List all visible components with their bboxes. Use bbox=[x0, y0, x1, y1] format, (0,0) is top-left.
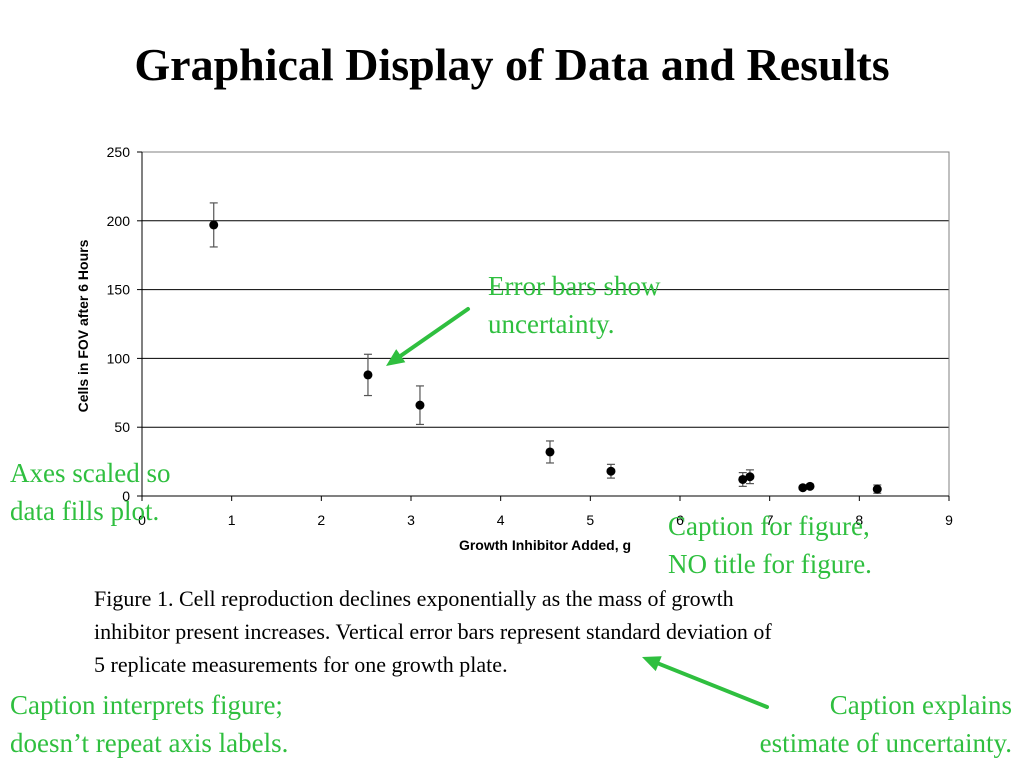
x-tick-label: 0 bbox=[138, 512, 146, 528]
x-tick-label: 7 bbox=[766, 512, 774, 528]
x-tick-label: 6 bbox=[676, 512, 684, 528]
data-point bbox=[738, 474, 748, 484]
data-point bbox=[798, 483, 808, 493]
annotation-line: Caption interprets figure; bbox=[10, 690, 283, 720]
y-tick-label: 100 bbox=[107, 350, 131, 366]
annotation-line: estimate of uncertainty. bbox=[759, 728, 1012, 758]
caption-line: Figure 1. Cell reproduction declines exp… bbox=[94, 586, 734, 611]
x-axis-label: Growth Inhibitor Added, g bbox=[459, 537, 631, 553]
y-tick-label: 0 bbox=[122, 488, 130, 504]
y-tick-label: 250 bbox=[107, 144, 131, 160]
annotation-axes-scaled: Axes scaled so data fills plot. bbox=[10, 454, 170, 530]
y-tick-label: 200 bbox=[107, 213, 131, 229]
caption-line: inhibitor present increases. Vertical er… bbox=[94, 619, 772, 644]
annotation-line: Caption for figure, bbox=[668, 511, 870, 541]
caption-line: 5 replicate measurements for one growth … bbox=[94, 652, 508, 677]
annotation-caption-interprets: Caption interprets figure; doesn’t repea… bbox=[10, 686, 288, 762]
x-tick-label: 2 bbox=[317, 512, 325, 528]
data-point bbox=[606, 466, 616, 476]
annotation-error-bars: Error bars show uncertainty. bbox=[488, 267, 660, 343]
data-point bbox=[415, 400, 425, 410]
data-point bbox=[872, 484, 882, 494]
arrow-to-caption bbox=[642, 656, 769, 709]
arrow-head bbox=[386, 349, 406, 366]
annotation-line: uncertainty. bbox=[488, 309, 615, 339]
annotation-line: doesn’t repeat axis labels. bbox=[10, 728, 289, 758]
annotation-caption-explains: Caption explains estimate of uncertainty… bbox=[760, 686, 1012, 762]
x-tick-label: 5 bbox=[586, 512, 594, 528]
arrow-head bbox=[642, 656, 662, 672]
x-tick-label: 1 bbox=[228, 512, 236, 528]
y-tick-label: 150 bbox=[107, 282, 131, 298]
y-tick-label: 50 bbox=[114, 419, 130, 435]
x-tick-label: 9 bbox=[945, 512, 953, 528]
data-point bbox=[209, 220, 219, 230]
data-point bbox=[745, 472, 755, 482]
slide-title: Graphical Display of Data and Results bbox=[134, 39, 890, 90]
annotation-line: Error bars show bbox=[488, 271, 661, 301]
x-tick-label: 8 bbox=[855, 512, 863, 528]
x-tick-label: 3 bbox=[407, 512, 415, 528]
y-axis-label: Cells in FOV after 6 Hours bbox=[75, 239, 91, 412]
arrow-to-error-bar bbox=[386, 307, 470, 366]
arrow-shaft bbox=[398, 307, 470, 358]
annotation-line: NO title for figure. bbox=[668, 549, 872, 579]
arrow-shaft bbox=[656, 661, 769, 709]
annotation-caption-for-figure: Caption for figure, NO title for figure. bbox=[668, 507, 872, 583]
figure-caption: Figure 1. Cell reproduction declines exp… bbox=[94, 582, 994, 681]
data-point bbox=[363, 370, 373, 380]
annotation-line: data fills plot. bbox=[10, 496, 160, 526]
annotation-line: Axes scaled so bbox=[10, 458, 171, 488]
x-tick-label: 4 bbox=[497, 512, 505, 528]
data-point bbox=[545, 447, 555, 457]
data-point bbox=[805, 481, 815, 491]
annotation-line: Caption explains bbox=[829, 690, 1012, 720]
